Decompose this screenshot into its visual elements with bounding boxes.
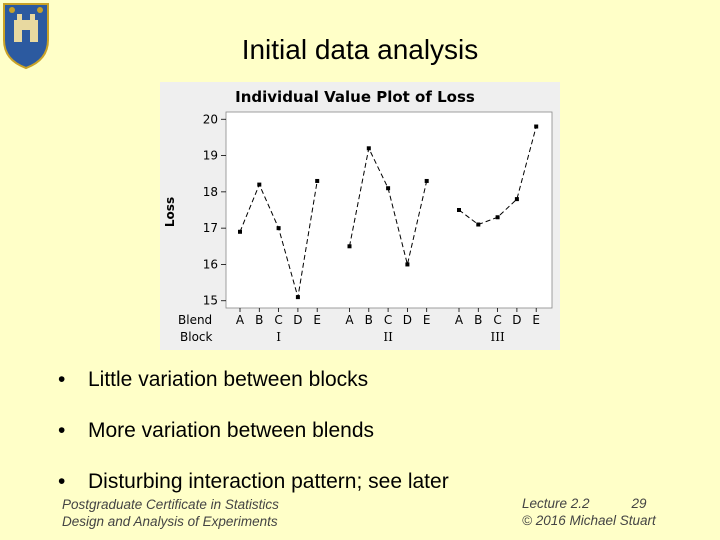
- y-tick-label: 20: [203, 112, 218, 126]
- block-row-label: Block: [180, 330, 213, 344]
- page-number: 29: [631, 496, 647, 511]
- blend-tick-label: D: [512, 313, 521, 327]
- footer-module-line: Design and Analysis of Experiments: [62, 514, 278, 529]
- block-tick-label: I: [276, 330, 281, 344]
- slide-title: Initial data analysis: [241, 34, 479, 65]
- data-point: [514, 197, 519, 202]
- blend-tick-label: C: [274, 313, 282, 327]
- blend-row-label: Blend: [178, 313, 212, 327]
- blend-tick-label: C: [384, 313, 392, 327]
- block-tick-label: III: [490, 330, 504, 344]
- university-crest-icon: [0, 0, 52, 70]
- data-point: [238, 229, 242, 234]
- blend-tick-label: B: [255, 313, 263, 327]
- y-tick-label: 17: [203, 221, 218, 235]
- data-point: [476, 222, 481, 227]
- y-tick-label: 18: [203, 185, 218, 199]
- individual-value-plot: Individual Value Plot of Loss Loss Blend…: [160, 82, 560, 350]
- data-point: [366, 146, 371, 151]
- blend-tick-label: D: [403, 313, 412, 327]
- blend-tick-label: C: [493, 313, 501, 327]
- data-point: [495, 215, 500, 220]
- data-point: [405, 262, 410, 267]
- footer-course: Postgraduate Certificate in Statistics D…: [62, 496, 279, 530]
- bullet-list: • Little variation between blocks • More v…: [58, 368, 449, 521]
- blend-tick-label: A: [345, 313, 354, 327]
- y-tick-label: 16: [203, 257, 218, 271]
- plot-area: [225, 111, 553, 309]
- data-point: [347, 244, 352, 249]
- data-point: [534, 124, 539, 129]
- blend-tick-label: E: [313, 313, 321, 327]
- copyright: © 2016 Michael Stuart: [522, 513, 656, 528]
- bullet-item: • Little variation between blocks: [58, 368, 369, 391]
- data-point: [424, 178, 429, 183]
- bullet-item: • More variation between blends: [58, 419, 375, 442]
- bullet-item: • Disturbing interaction pattern; see lat…: [58, 470, 449, 493]
- blend-tick-label: E: [532, 313, 540, 327]
- data-point: [386, 186, 391, 191]
- chart-title: Individual Value Plot of Loss: [235, 88, 475, 106]
- lecture-number: Lecture 2.2: [522, 496, 590, 511]
- block-tick-label: II: [383, 330, 393, 344]
- y-tick-label: 15: [203, 294, 218, 308]
- blend-tick-label: A: [236, 313, 245, 327]
- footer-lecture: Lecture 2.2 29 © 2016 Michael Stuart: [522, 495, 656, 529]
- blend-tick-label: A: [455, 313, 464, 327]
- blend-tick-label: B: [365, 313, 373, 327]
- blend-tick-label: D: [293, 313, 302, 327]
- data-point: [295, 295, 300, 300]
- data-point: [457, 208, 461, 212]
- blend-tick-label: E: [423, 313, 431, 327]
- blend-tick-label: B: [474, 313, 482, 327]
- y-tick-label: 19: [203, 149, 218, 163]
- data-point: [257, 182, 262, 187]
- data-point: [276, 226, 281, 231]
- footer-course-line: Postgraduate Certificate in Statistics: [62, 497, 279, 512]
- y-axis-label: Loss: [163, 197, 177, 227]
- data-point: [315, 178, 320, 183]
